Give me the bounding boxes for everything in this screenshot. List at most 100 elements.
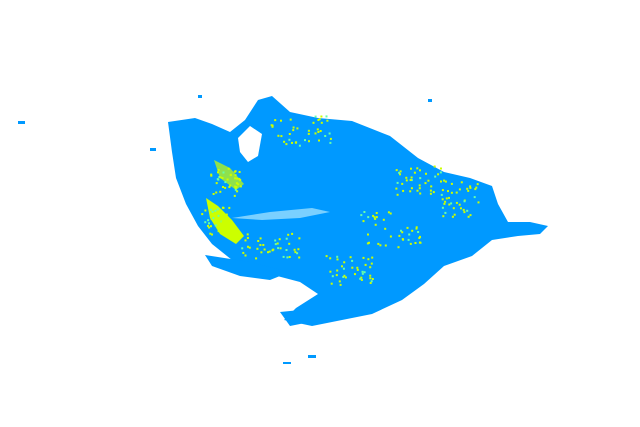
speckle xyxy=(214,209,217,212)
speckle xyxy=(342,276,345,278)
speckle xyxy=(220,223,223,226)
speckle xyxy=(367,258,370,261)
speckle xyxy=(336,255,339,258)
speckle xyxy=(363,211,366,213)
speckle xyxy=(338,280,341,283)
speckle xyxy=(351,259,354,262)
speckle xyxy=(450,191,453,194)
speckle xyxy=(396,193,399,196)
speckle xyxy=(319,130,322,132)
speckle xyxy=(222,186,224,188)
speckle xyxy=(229,184,232,187)
speckle xyxy=(366,242,369,245)
speckle xyxy=(416,189,419,192)
speckle xyxy=(367,216,370,219)
speckle xyxy=(274,243,277,246)
speckle xyxy=(402,189,405,192)
speckle xyxy=(418,237,421,239)
speckle xyxy=(215,182,218,185)
speckle xyxy=(401,231,404,234)
speckle xyxy=(469,185,472,188)
speckle xyxy=(212,193,215,195)
speckle xyxy=(473,196,476,199)
speckle xyxy=(234,174,237,177)
speckle xyxy=(228,206,231,209)
speckle xyxy=(223,214,226,216)
speckle xyxy=(413,171,416,174)
speckle xyxy=(417,231,420,233)
speckle xyxy=(274,119,277,122)
speckle xyxy=(425,172,427,175)
speckle xyxy=(268,250,271,253)
speckle xyxy=(402,238,405,241)
speckle xyxy=(263,248,266,251)
speckle xyxy=(453,213,456,216)
speckle xyxy=(280,119,282,122)
speckle xyxy=(335,274,338,277)
speckle xyxy=(467,189,470,192)
speckle xyxy=(466,187,469,190)
speckle xyxy=(341,265,343,268)
speckle xyxy=(283,140,286,143)
speckle xyxy=(444,200,447,203)
speckle xyxy=(215,191,218,194)
speckle xyxy=(211,208,214,211)
speckle xyxy=(210,174,213,177)
speckle xyxy=(296,252,299,255)
speckle xyxy=(288,242,291,245)
speckle xyxy=(210,173,213,176)
speckle xyxy=(408,233,411,236)
speckle xyxy=(444,180,447,183)
speckle xyxy=(312,121,315,124)
speckle xyxy=(219,190,222,193)
speckle xyxy=(280,135,283,138)
speckle xyxy=(294,251,297,254)
speckle xyxy=(367,233,369,236)
speckle xyxy=(336,269,339,272)
speckle xyxy=(277,134,280,137)
speckle xyxy=(469,186,472,189)
speckle xyxy=(239,179,242,181)
speckle xyxy=(441,198,444,201)
echo-fragment xyxy=(18,121,25,124)
speckle xyxy=(224,181,227,184)
speckle xyxy=(318,118,321,121)
speckle xyxy=(286,256,289,259)
speckle xyxy=(458,188,461,191)
speckle xyxy=(242,251,245,254)
speckle xyxy=(397,246,400,249)
speckle xyxy=(226,178,229,181)
speckle xyxy=(282,255,285,258)
speckle xyxy=(384,244,387,247)
speckle xyxy=(298,144,301,147)
speckle xyxy=(364,263,367,266)
echo-fragment xyxy=(283,362,291,364)
speckle xyxy=(356,268,359,271)
speckle xyxy=(217,169,220,171)
speckle xyxy=(329,257,332,260)
speckle xyxy=(325,255,328,258)
light-streak xyxy=(232,208,330,220)
speckle xyxy=(204,221,207,224)
speckle xyxy=(375,216,378,219)
speckle xyxy=(455,191,458,194)
speckle xyxy=(349,256,352,259)
speckle xyxy=(362,220,365,223)
speckle xyxy=(374,223,377,226)
speckle xyxy=(424,182,427,185)
speckle xyxy=(418,241,421,244)
speckle xyxy=(458,203,461,206)
speckle xyxy=(208,222,210,225)
speckle xyxy=(298,256,301,259)
streak xyxy=(232,208,330,220)
speckle xyxy=(359,277,362,280)
speckle xyxy=(288,256,291,258)
speckle xyxy=(235,182,238,185)
speckle xyxy=(371,256,374,259)
speckle xyxy=(238,177,241,180)
speckle xyxy=(398,234,401,237)
speckle xyxy=(208,226,211,229)
speckle xyxy=(270,124,273,127)
speckle xyxy=(398,171,401,174)
speckle xyxy=(317,131,320,133)
